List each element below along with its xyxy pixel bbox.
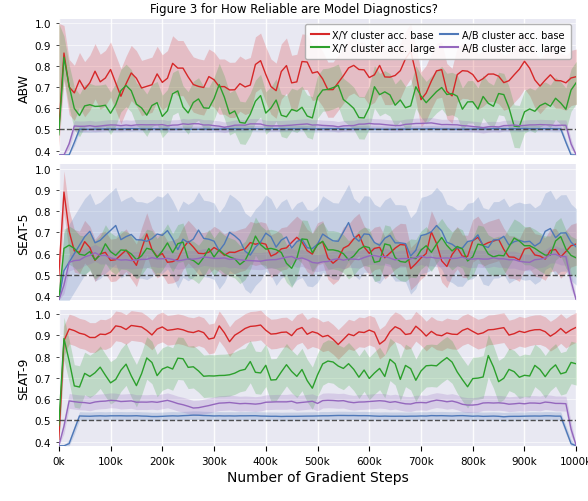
X-axis label: Number of Gradient Steps: Number of Gradient Steps [226,470,409,483]
Text: Figure 3 for How Reliable are Model Diagnostics?: Figure 3 for How Reliable are Model Diag… [150,3,438,16]
Y-axis label: SEAT-5: SEAT-5 [18,212,31,254]
Legend: X/Y cluster acc. base, X/Y cluster acc. large, A/B cluster acc. base, A/B cluste: X/Y cluster acc. base, X/Y cluster acc. … [305,25,572,60]
Y-axis label: ABW: ABW [18,73,31,102]
Y-axis label: SEAT-9: SEAT-9 [18,357,31,399]
